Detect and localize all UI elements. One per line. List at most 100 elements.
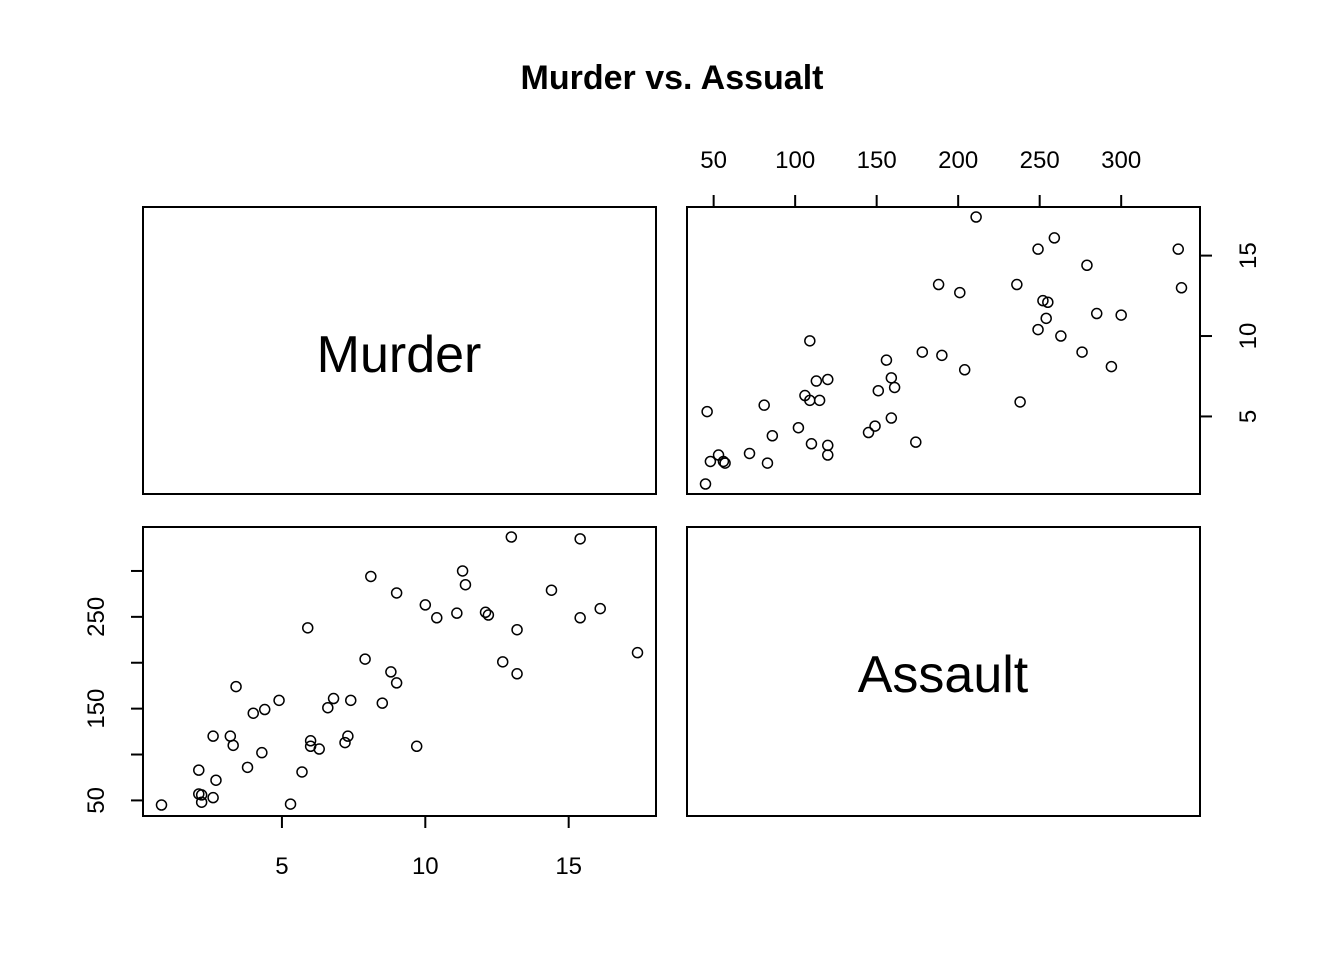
data-point xyxy=(390,677,403,689)
data-point xyxy=(155,799,168,811)
data-point xyxy=(804,335,816,347)
data-point xyxy=(701,405,713,418)
top-axis-tick-label: 100 xyxy=(775,147,815,174)
variable-label-murder: Murder xyxy=(317,326,482,384)
axes-group: 50 100 150 200 250 300 5 10 15 50 150 250 5 10 15 xyxy=(83,147,1262,880)
data-point xyxy=(273,694,285,707)
data-point xyxy=(496,656,509,668)
data-point xyxy=(958,364,971,376)
data-point xyxy=(247,707,260,719)
chart-title: Murder vs. Assualt xyxy=(521,59,824,97)
variable-label-assault: Assault xyxy=(858,646,1029,704)
top-axis-tick-label: 200 xyxy=(938,147,978,174)
data-point xyxy=(195,796,208,808)
data-point xyxy=(1040,312,1052,325)
data-point xyxy=(970,211,982,223)
data-point xyxy=(1032,323,1044,336)
data-point xyxy=(1042,296,1054,308)
bottom-axis-tick-label: 10 xyxy=(412,853,439,880)
data-point xyxy=(743,447,756,460)
bottom-axis-tick-label: 5 xyxy=(275,853,288,880)
data-point xyxy=(390,587,403,599)
data-point xyxy=(699,478,712,490)
data-point xyxy=(1105,360,1118,373)
data-point xyxy=(880,354,893,366)
points-murder-vs-assault xyxy=(699,211,1188,490)
data-point xyxy=(1014,396,1026,408)
data-point xyxy=(258,703,271,716)
data-point xyxy=(505,531,518,543)
data-point xyxy=(869,420,881,432)
data-point xyxy=(322,701,334,714)
points-assault-vs-murder xyxy=(155,531,644,811)
right-axis-tick-label: 15 xyxy=(1235,242,1262,269)
top-axis-tick-label: 50 xyxy=(700,147,727,174)
data-point xyxy=(313,743,325,755)
top-axis-tick-label: 250 xyxy=(1020,147,1060,174)
data-point xyxy=(1032,243,1044,255)
panel-assault-label xyxy=(686,526,1201,817)
data-point xyxy=(207,730,219,742)
data-point xyxy=(932,278,945,291)
data-point xyxy=(327,692,340,705)
data-point xyxy=(359,653,371,665)
data-point xyxy=(1055,330,1067,342)
data-point xyxy=(410,740,423,753)
data-point xyxy=(885,372,898,384)
data-point xyxy=(296,766,308,778)
data-point xyxy=(511,623,523,636)
left-axis-tick-label: 50 xyxy=(83,787,110,814)
data-point xyxy=(193,764,205,776)
data-point xyxy=(256,746,268,759)
data-point xyxy=(761,457,774,469)
data-point xyxy=(385,666,397,678)
data-point xyxy=(284,798,297,810)
data-point xyxy=(1090,307,1103,320)
data-point xyxy=(792,421,805,434)
data-point xyxy=(574,533,586,545)
bottom-axis-tick-label: 15 xyxy=(555,853,582,880)
data-point xyxy=(451,607,463,619)
panel-assault-vs-murder xyxy=(142,526,657,817)
data-point xyxy=(822,449,834,461)
data-point xyxy=(304,735,317,747)
data-point xyxy=(758,399,770,411)
left-axis-tick-label: 150 xyxy=(83,689,110,729)
data-point xyxy=(766,429,779,442)
data-point xyxy=(888,381,901,394)
left-axis-tick-label: 250 xyxy=(83,597,110,637)
data-point xyxy=(431,612,443,624)
data-point xyxy=(574,612,586,624)
data-point xyxy=(511,668,523,680)
data-point xyxy=(1172,243,1184,255)
data-point xyxy=(885,412,898,424)
data-point xyxy=(810,375,823,387)
data-point xyxy=(241,761,254,774)
data-point xyxy=(230,680,242,693)
top-axis-tick-label: 300 xyxy=(1101,147,1141,174)
data-point xyxy=(482,609,495,621)
data-point xyxy=(916,346,929,358)
data-point xyxy=(479,606,492,619)
data-point xyxy=(712,449,725,461)
data-point xyxy=(456,565,469,577)
data-point xyxy=(813,394,826,407)
data-point xyxy=(910,436,922,448)
data-point xyxy=(1081,259,1093,272)
data-point xyxy=(872,384,885,397)
data-point xyxy=(376,697,389,709)
data-point xyxy=(1076,346,1088,358)
data-point xyxy=(704,455,717,468)
data-point xyxy=(862,426,875,439)
data-point xyxy=(1048,232,1061,244)
data-point xyxy=(342,730,354,742)
data-point xyxy=(301,622,314,634)
data-point xyxy=(545,584,558,596)
data-point xyxy=(822,373,834,386)
data-point xyxy=(1011,278,1023,291)
data-point xyxy=(822,439,834,452)
data-point xyxy=(1037,294,1049,307)
data-point xyxy=(339,736,351,749)
data-point xyxy=(805,438,818,450)
